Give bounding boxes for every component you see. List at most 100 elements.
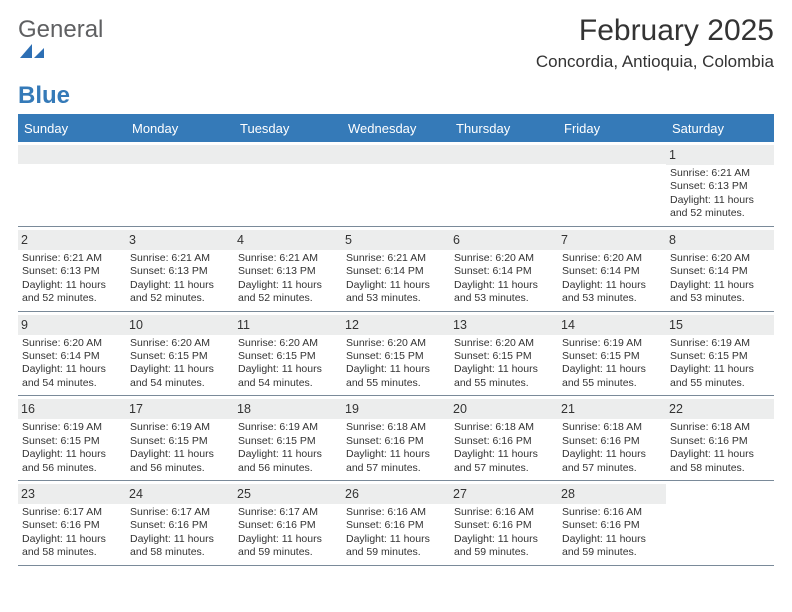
sunset-line: Sunset: 6:15 PM: [670, 350, 770, 363]
sunrise-line: Sunrise: 6:20 AM: [562, 252, 662, 265]
day-cell: 25Sunrise: 6:17 AMSunset: 6:16 PMDayligh…: [234, 481, 342, 565]
day-cell: 8Sunrise: 6:20 AMSunset: 6:14 PMDaylight…: [666, 227, 774, 311]
sunrise-line: Sunrise: 6:17 AM: [130, 506, 230, 519]
day-number: 24: [126, 484, 234, 504]
sunrise-line: Sunrise: 6:18 AM: [562, 421, 662, 434]
day-cell: 11Sunrise: 6:20 AMSunset: 6:15 PMDayligh…: [234, 312, 342, 396]
day-number: 1: [666, 145, 774, 165]
sunrise-line: Sunrise: 6:19 AM: [670, 337, 770, 350]
day-number: 27: [450, 484, 558, 504]
daylight-line: Daylight: 11 hours and 57 minutes.: [346, 448, 446, 475]
day-cell: [234, 142, 342, 226]
day-cell: 7Sunrise: 6:20 AMSunset: 6:14 PMDaylight…: [558, 227, 666, 311]
daylight-line: Daylight: 11 hours and 56 minutes.: [22, 448, 122, 475]
daylight-line: Daylight: 11 hours and 57 minutes.: [562, 448, 662, 475]
calendar-body: 1Sunrise: 6:21 AMSunset: 6:13 PMDaylight…: [18, 142, 774, 566]
sunrise-line: Sunrise: 6:20 AM: [454, 252, 554, 265]
sunset-line: Sunset: 6:15 PM: [238, 435, 338, 448]
day-number: 6: [450, 230, 558, 250]
day-number: 19: [342, 399, 450, 419]
daylight-line: Daylight: 11 hours and 55 minutes.: [562, 363, 662, 390]
day-cell: 20Sunrise: 6:18 AMSunset: 6:16 PMDayligh…: [450, 396, 558, 480]
day-cell: 2Sunrise: 6:21 AMSunset: 6:13 PMDaylight…: [18, 227, 126, 311]
daylight-line: Daylight: 11 hours and 58 minutes.: [130, 533, 230, 560]
logo-sail-icon: [18, 42, 103, 60]
sunset-line: Sunset: 6:16 PM: [346, 435, 446, 448]
daylight-line: Daylight: 11 hours and 53 minutes.: [454, 279, 554, 306]
day-number: 2: [18, 230, 126, 250]
sunrise-line: Sunrise: 6:21 AM: [238, 252, 338, 265]
month-title: February 2025: [536, 14, 774, 48]
week-row: 2Sunrise: 6:21 AMSunset: 6:13 PMDaylight…: [18, 227, 774, 312]
sunset-line: Sunset: 6:16 PM: [346, 519, 446, 532]
day-cell: [666, 481, 774, 565]
sunrise-line: Sunrise: 6:21 AM: [130, 252, 230, 265]
sunset-line: Sunset: 6:15 PM: [454, 350, 554, 363]
sunrise-line: Sunrise: 6:17 AM: [22, 506, 122, 519]
week-row: 23Sunrise: 6:17 AMSunset: 6:16 PMDayligh…: [18, 481, 774, 566]
day-cell: 23Sunrise: 6:17 AMSunset: 6:16 PMDayligh…: [18, 481, 126, 565]
week-row: 1Sunrise: 6:21 AMSunset: 6:13 PMDaylight…: [18, 142, 774, 227]
sunset-line: Sunset: 6:16 PM: [454, 519, 554, 532]
sunset-line: Sunset: 6:14 PM: [670, 265, 770, 278]
day-number: 16: [18, 399, 126, 419]
sunrise-line: Sunrise: 6:21 AM: [22, 252, 122, 265]
sunrise-line: Sunrise: 6:16 AM: [346, 506, 446, 519]
sunrise-line: Sunrise: 6:20 AM: [346, 337, 446, 350]
day-number: 14: [558, 315, 666, 335]
title-block: February 2025 Concordia, Antioquia, Colo…: [536, 14, 774, 72]
sunset-line: Sunset: 6:16 PM: [562, 435, 662, 448]
sunset-line: Sunset: 6:14 PM: [22, 350, 122, 363]
daylight-line: Daylight: 11 hours and 56 minutes.: [130, 448, 230, 475]
sunrise-line: Sunrise: 6:19 AM: [22, 421, 122, 434]
day-cell: [126, 142, 234, 226]
sunrise-line: Sunrise: 6:18 AM: [670, 421, 770, 434]
logo-word1: General: [18, 16, 103, 43]
day-number: 12: [342, 315, 450, 335]
day-cell: [18, 142, 126, 226]
sunrise-line: Sunrise: 6:16 AM: [454, 506, 554, 519]
day-number: 13: [450, 315, 558, 335]
sunset-line: Sunset: 6:14 PM: [346, 265, 446, 278]
logo-word2: Blue: [18, 82, 70, 109]
weekday-tuesday: Tuesday: [234, 116, 342, 142]
sunrise-line: Sunrise: 6:19 AM: [562, 337, 662, 350]
daylight-line: Daylight: 11 hours and 59 minutes.: [454, 533, 554, 560]
day-cell: 9Sunrise: 6:20 AMSunset: 6:14 PMDaylight…: [18, 312, 126, 396]
daylight-line: Daylight: 11 hours and 58 minutes.: [670, 448, 770, 475]
day-number-blank: [558, 145, 666, 164]
day-cell: 22Sunrise: 6:18 AMSunset: 6:16 PMDayligh…: [666, 396, 774, 480]
day-cell: 6Sunrise: 6:20 AMSunset: 6:14 PMDaylight…: [450, 227, 558, 311]
day-cell: 10Sunrise: 6:20 AMSunset: 6:15 PMDayligh…: [126, 312, 234, 396]
day-cell: 24Sunrise: 6:17 AMSunset: 6:16 PMDayligh…: [126, 481, 234, 565]
daylight-line: Daylight: 11 hours and 53 minutes.: [562, 279, 662, 306]
daylight-line: Daylight: 11 hours and 59 minutes.: [346, 533, 446, 560]
day-cell: [558, 142, 666, 226]
day-cell: 15Sunrise: 6:19 AMSunset: 6:15 PMDayligh…: [666, 312, 774, 396]
day-number: 11: [234, 315, 342, 335]
sunrise-line: Sunrise: 6:19 AM: [130, 421, 230, 434]
day-cell: 14Sunrise: 6:19 AMSunset: 6:15 PMDayligh…: [558, 312, 666, 396]
daylight-line: Daylight: 11 hours and 54 minutes.: [130, 363, 230, 390]
day-number: 10: [126, 315, 234, 335]
day-number-blank: [126, 145, 234, 164]
daylight-line: Daylight: 11 hours and 52 minutes.: [670, 194, 770, 221]
sunset-line: Sunset: 6:15 PM: [22, 435, 122, 448]
daylight-line: Daylight: 11 hours and 53 minutes.: [346, 279, 446, 306]
weekday-monday: Monday: [126, 116, 234, 142]
sunrise-line: Sunrise: 6:20 AM: [454, 337, 554, 350]
daylight-line: Daylight: 11 hours and 55 minutes.: [670, 363, 770, 390]
sunset-line: Sunset: 6:13 PM: [238, 265, 338, 278]
logo-text: General Blue: [18, 18, 103, 108]
daylight-line: Daylight: 11 hours and 52 minutes.: [238, 279, 338, 306]
weekday-header-row: Sunday Monday Tuesday Wednesday Thursday…: [18, 116, 774, 142]
sunset-line: Sunset: 6:13 PM: [130, 265, 230, 278]
day-number-blank: [666, 484, 774, 503]
day-cell: 16 Sunrise: 6:19 AMSunset: 6:15 PMDayligh…: [18, 396, 126, 480]
weekday-saturday: Saturday: [666, 116, 774, 142]
week-row: 9Sunrise: 6:20 AMSunset: 6:14 PMDaylight…: [18, 312, 774, 397]
day-cell: 17Sunrise: 6:19 AMSunset: 6:15 PMDayligh…: [126, 396, 234, 480]
sunset-line: Sunset: 6:16 PM: [22, 519, 122, 532]
day-cell: 13Sunrise: 6:20 AMSunset: 6:15 PMDayligh…: [450, 312, 558, 396]
day-number: 21: [558, 399, 666, 419]
